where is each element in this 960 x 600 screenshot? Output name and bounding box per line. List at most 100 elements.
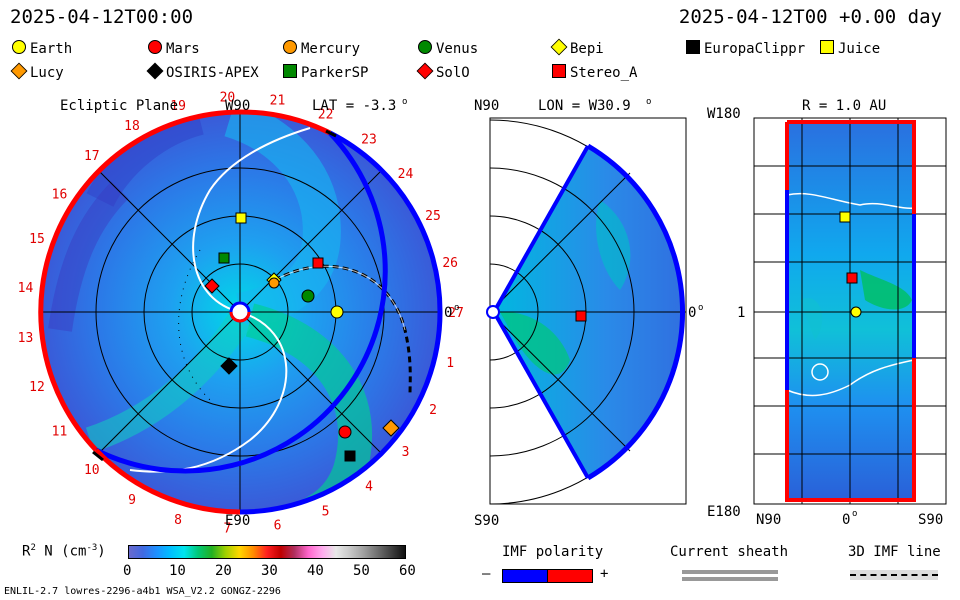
osiris-apex-marker [220, 357, 238, 375]
carrington-tick-label: 2 [429, 403, 437, 418]
legend-item-stereo-a: Stereo_A [552, 64, 637, 81]
carrington-tick-label: 18 [124, 119, 140, 134]
radial-x-left: N90 [756, 512, 781, 528]
colorbar-tick-label: 10 [169, 563, 186, 579]
earth-radial-marker [850, 306, 862, 318]
legend-item-osiris-apex: OSIRIS-APEX [146, 62, 259, 81]
ecliptic-bottom-label: E90 [225, 513, 250, 529]
carrington-tick-label: 27 [448, 306, 464, 321]
radial-x-right: S90 [918, 512, 943, 528]
radial-mid-left: 1 [737, 305, 745, 321]
current-sheath-title: Current sheath [670, 544, 789, 560]
imf-polarity-title: IMF polarity [502, 544, 604, 560]
circle-marker-icon [148, 40, 162, 54]
meridional-top-label: N90 [474, 98, 499, 114]
radial-top-left: W180 [707, 106, 741, 122]
carrington-tick-label: 15 [29, 232, 45, 247]
meridional-lon-deg: o [646, 97, 651, 107]
colorbar-tick-label: 0 [123, 563, 132, 579]
legend-item-mercury: Mercury [283, 40, 360, 57]
timestamp-left: 2025-04-12T00:00 [10, 6, 194, 28]
radial-bottom-left: E180 [707, 504, 741, 520]
colorbar-tick-label: 40 [307, 563, 324, 579]
venus-marker [301, 289, 315, 303]
legend-label: Bepi [570, 41, 604, 57]
legend-label: ParkerSP [301, 65, 369, 81]
legend-item-bepi: Bepi [550, 38, 604, 57]
carrington-tick-label: 14 [18, 281, 34, 296]
carrington-tick-label: 7 [223, 522, 231, 537]
legend-label: SolO [436, 65, 470, 81]
imf-plus-label: + [600, 566, 609, 582]
stereo-a-radial-marker [846, 272, 858, 284]
earth-marker [330, 305, 344, 319]
legend-label: Juice [838, 41, 881, 57]
ecliptic-title: Ecliptic Plane [60, 98, 178, 114]
legend-item-lucy: Lucy [10, 62, 64, 81]
legend-label: Mars [166, 41, 200, 57]
meridional-plane-panel [486, 117, 687, 505]
juice-marker [235, 212, 247, 224]
legend-label: Mercury [301, 41, 361, 57]
legend-label: EuropaClippr [704, 41, 806, 57]
lucy-marker [382, 419, 400, 437]
colorbar-tick-label: 60 [399, 563, 416, 579]
parkersp-marker [218, 252, 230, 264]
ecliptic-markers [204, 212, 400, 462]
carrington-tick-label: 1 [446, 356, 454, 371]
legend-item-earth: Earth [12, 40, 72, 57]
square-marker-icon [686, 40, 700, 54]
carrington-tick-label: 16 [52, 187, 68, 202]
circle-marker-icon [283, 40, 297, 54]
current-sheath-swatch-bottom [682, 577, 778, 581]
carrington-tick-label: 6 [274, 519, 282, 534]
carrington-tick-label: 5 [322, 504, 330, 519]
radial-x-mid: 0 [842, 512, 850, 528]
radial-map-panel [753, 117, 947, 505]
square-marker-icon [283, 64, 297, 78]
mars-marker [338, 425, 352, 439]
carrington-tick-label: 26 [442, 256, 458, 271]
circle-marker-icon [418, 40, 432, 54]
carrington-tick-label: 9 [128, 493, 136, 508]
carrington-tick-label: 10 [84, 463, 100, 478]
meridional-bottom-label: S90 [474, 513, 499, 529]
meridional-right-deg: o [698, 303, 703, 313]
europaclippr-marker [344, 450, 356, 462]
square-marker-icon [552, 64, 566, 78]
meridional-right-label: 0 [688, 305, 696, 321]
carrington-tick-label: 25 [425, 209, 441, 224]
legend-item-juice: Juice [820, 40, 880, 57]
carrington-tick-label: 23 [361, 133, 377, 148]
legend-label: Earth [30, 41, 73, 57]
radial-x-mid-deg: o [852, 509, 857, 519]
colorbar-tick-label: 30 [261, 563, 278, 579]
ecliptic-right-deg: o [454, 303, 459, 313]
stereo-a-meridional-marker [575, 310, 587, 322]
current-sheath-swatch-top [682, 570, 778, 574]
legend-label: Lucy [30, 65, 64, 81]
ecliptic-lat: LAT = -3.3 [312, 98, 396, 114]
timestamp-right: 2025-04-12T00 +0.00 day [678, 6, 942, 28]
carrington-tick-label: 8 [174, 513, 182, 528]
carrington-tick-label: 4 [365, 479, 373, 494]
radial-r-label: R = 1.0 AU [802, 98, 886, 114]
imf-positive-swatch [547, 569, 593, 583]
legend-item-mars: Mars [148, 40, 200, 57]
ecliptic-top-label: W90 [225, 98, 250, 114]
ecliptic-lat-deg: o [402, 97, 407, 107]
carrington-tick-label: 22 [318, 108, 334, 123]
carrington-tick-label: 17 [84, 149, 100, 164]
legend-item-parkersp: ParkerSP [283, 64, 368, 81]
legend-item-solo: SolO [416, 62, 470, 81]
carrington-tick-label: 13 [18, 331, 34, 346]
carrington-tick-label: 24 [398, 167, 414, 182]
solo-marker [204, 278, 220, 294]
imf3d-title: 3D IMF line [848, 544, 941, 560]
ecliptic-right-label: 0 [444, 305, 452, 321]
juice-radial-marker [839, 211, 851, 223]
legend-item-venus: Venus [418, 40, 478, 57]
